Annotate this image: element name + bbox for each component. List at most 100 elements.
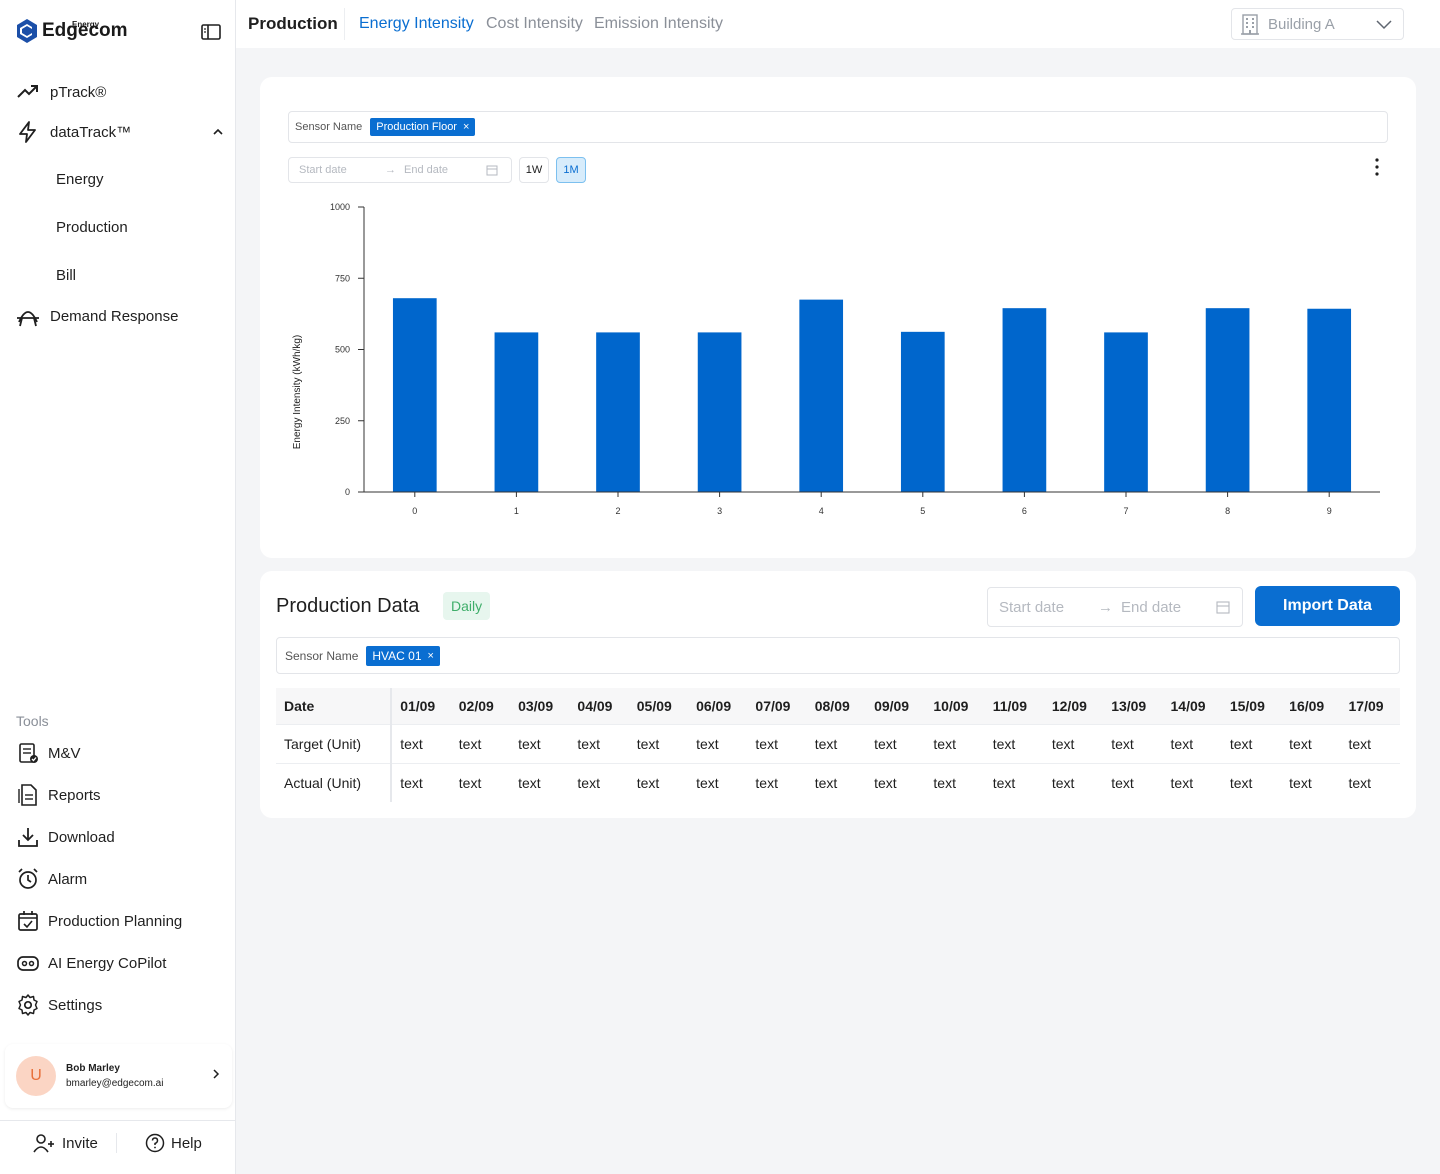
table-sensor-filter[interactable]: Sensor Name HVAC 01 ×: [276, 637, 1400, 674]
sidebar-subitem-production[interactable]: Production: [56, 219, 128, 236]
table-cell[interactable]: text: [1043, 724, 1104, 764]
table-cell[interactable]: text: [806, 724, 867, 764]
bar-6[interactable]: [1002, 308, 1047, 492]
table-date-range-picker[interactable]: Start date → End date: [987, 587, 1243, 627]
sensor-filter-label: Sensor Name: [285, 648, 359, 663]
sidebar-item-ptrack[interactable]: pTrack®: [16, 80, 106, 104]
bar-1[interactable]: [494, 332, 539, 492]
table-cell[interactable]: text: [866, 763, 926, 802]
remove-tag-icon[interactable]: ×: [462, 121, 470, 133]
x-tick-label: 8: [1225, 506, 1230, 516]
table-cell[interactable]: text: [450, 724, 511, 764]
user-profile-card[interactable]: U Bob Marley bmarley@edgecom.ai: [5, 1044, 232, 1108]
tab-energy-intensity[interactable]: Energy Intensity: [359, 15, 474, 32]
bar-5[interactable]: [900, 331, 945, 492]
building-select[interactable]: Building A: [1231, 8, 1404, 40]
tool-item-ai-copilot[interactable]: AI Energy CoPilot: [16, 951, 166, 975]
table-cell[interactable]: text: [628, 724, 689, 764]
remove-tag-icon[interactable]: ×: [427, 649, 434, 662]
table-cell[interactable]: text: [925, 724, 985, 764]
tool-item-download[interactable]: Download: [16, 825, 115, 849]
sidebar-item-label: Demand Response: [50, 307, 179, 325]
table-cell[interactable]: text: [1221, 763, 1282, 802]
tab-emission-intensity[interactable]: Emission Intensity: [594, 15, 723, 32]
chart-sensor-filter[interactable]: Sensor Name Production Floor ×: [288, 111, 1388, 143]
table-cell[interactable]: text: [1340, 763, 1400, 802]
table-cell[interactable]: text: [806, 763, 867, 802]
sidebar-subitem-bill[interactable]: Bill: [56, 267, 77, 284]
help-button[interactable]: Help: [145, 1133, 202, 1153]
invite-button[interactable]: Invite: [32, 1133, 98, 1153]
bar-7[interactable]: [1104, 332, 1148, 492]
table-cell[interactable]: text: [747, 763, 807, 802]
tool-item-label: Production Planning: [48, 912, 183, 930]
table-cell[interactable]: text: [569, 724, 629, 764]
table-cell[interactable]: text: [1043, 763, 1104, 802]
table-cell[interactable]: text: [925, 763, 985, 802]
logo[interactable]: Edgecom: [16, 18, 128, 44]
collapse-sidebar-button[interactable]: [200, 22, 222, 42]
chart-date-range-picker[interactable]: Start date → End date: [288, 157, 512, 183]
bar-0[interactable]: [392, 298, 437, 492]
x-tick-label: 1: [514, 506, 519, 516]
table-cell[interactable]: text: [1221, 724, 1282, 764]
tool-item-alarm[interactable]: Alarm: [16, 867, 87, 891]
table-cell[interactable]: text: [984, 724, 1044, 764]
table-cell[interactable]: text: [450, 763, 511, 802]
bar-3[interactable]: [697, 332, 742, 492]
tool-item-label: AI Energy CoPilot: [48, 954, 167, 972]
bar-4[interactable]: [799, 299, 844, 492]
column-header-date-value: 16/09: [1281, 688, 1341, 725]
bar-8[interactable]: [1205, 308, 1250, 492]
import-data-button[interactable]: Import Data: [1255, 586, 1400, 626]
more-options-icon[interactable]: [1370, 157, 1384, 177]
tab-cost-intensity[interactable]: Cost Intensity: [486, 15, 583, 32]
column-header-date-value: 09/09: [866, 688, 926, 725]
sidebar-item-datatrack[interactable]: dataTrack™: [16, 120, 224, 144]
column-header-date-value: 06/09: [688, 688, 748, 725]
range-1w-button[interactable]: 1W: [519, 157, 549, 183]
sidebar: Edgecom Energy pTrack® dataTrack™ Energy…: [0, 0, 236, 1174]
table-cell[interactable]: text: [510, 763, 570, 802]
end-date-input[interactable]: End date: [1121, 598, 1182, 616]
table-cell[interactable]: text: [747, 724, 807, 764]
column-header-date-value: 15/09: [1221, 688, 1282, 725]
table-cell[interactable]: text: [866, 724, 926, 764]
tool-item-label: Alarm: [48, 870, 88, 888]
table-cell[interactable]: text: [688, 724, 748, 764]
bar-2[interactable]: [596, 332, 640, 492]
production-data-table[interactable]: Date 01/09 02/09 03/09 04/09 05/09 06/09 07/09…: [276, 688, 1400, 802]
bar-9[interactable]: [1307, 308, 1352, 492]
end-date-input[interactable]: End date: [404, 164, 449, 176]
table-cell[interactable]: text: [1340, 724, 1400, 764]
start-date-input[interactable]: Start date: [999, 598, 1065, 616]
range-1m-button[interactable]: 1M: [556, 157, 586, 183]
table-cell[interactable]: text: [688, 763, 748, 802]
table-cell[interactable]: text: [1281, 763, 1341, 802]
table-cell[interactable]: text: [391, 724, 451, 764]
tool-item-mv[interactable]: M&V: [16, 741, 81, 765]
help-label: Help: [171, 1134, 202, 1152]
tool-item-label: Settings: [48, 996, 103, 1014]
table-cell[interactable]: text: [510, 724, 570, 764]
table-cell[interactable]: text: [1162, 763, 1222, 802]
start-date-input[interactable]: Start date: [299, 164, 347, 176]
tab-separator: [344, 8, 345, 40]
sidebar-footer: Invite Help: [0, 1120, 235, 1174]
table-cell[interactable]: text: [1103, 763, 1163, 802]
table-cell[interactable]: text: [569, 763, 629, 802]
clipboard-check-icon: [16, 741, 40, 765]
sidebar-subitem-energy[interactable]: Energy: [56, 171, 104, 188]
table-cell[interactable]: text: [1281, 724, 1341, 764]
table-cell[interactable]: text: [1103, 724, 1163, 764]
table-cell[interactable]: text: [628, 763, 689, 802]
calendar-icon: [486, 165, 498, 176]
table-cell[interactable]: text: [1162, 724, 1222, 764]
table-cell[interactable]: text: [984, 763, 1044, 802]
tool-item-production-planning[interactable]: Production Planning: [16, 909, 182, 933]
table-cell[interactable]: text: [391, 763, 451, 802]
tool-item-reports[interactable]: Reports: [16, 783, 101, 807]
tool-item-settings[interactable]: Settings: [16, 993, 102, 1017]
x-tick-label: 0: [412, 506, 417, 516]
sidebar-item-demand-response[interactable]: Demand Response: [16, 304, 178, 328]
